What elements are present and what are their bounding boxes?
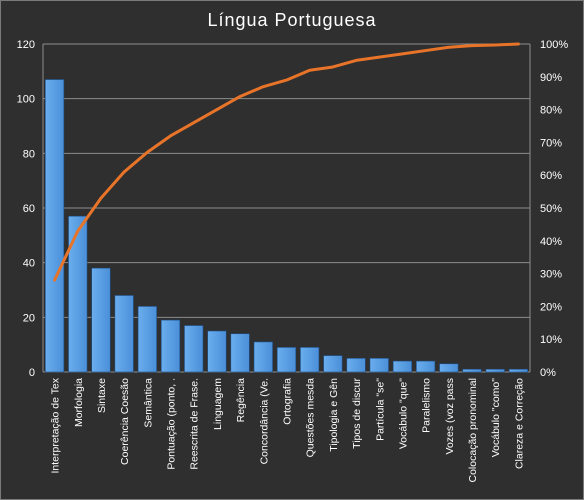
- cumulative-line: [53, 42, 520, 282]
- category-label: Semântica: [142, 378, 154, 428]
- bar: [439, 363, 459, 373]
- bar: [346, 358, 366, 373]
- category-label: Concordância (Ve.: [258, 378, 270, 464]
- bar: [45, 79, 65, 373]
- y-right-tick-label: 20%: [540, 301, 562, 313]
- category-label: Tipos de discur: [351, 378, 363, 449]
- y-left-tick-label: 0: [29, 367, 35, 379]
- y-left-tick-label: 20: [23, 312, 35, 324]
- bar: [160, 319, 181, 373]
- y-right-tick-label: 40%: [540, 236, 562, 248]
- y-left-tick-label: 120: [17, 39, 35, 51]
- y-left-tick-label: 100: [17, 94, 35, 106]
- bar-series: [45, 79, 528, 373]
- bar: [137, 306, 157, 373]
- bar: [230, 333, 250, 373]
- bar: [276, 347, 297, 373]
- y-right-tick-label: 0%: [540, 367, 556, 379]
- category-label: Vocábulo "como": [490, 378, 502, 458]
- bar: [300, 347, 320, 373]
- category-label: Reescrita de Frase.: [189, 378, 201, 470]
- y-left-tick-label: 40: [23, 258, 35, 270]
- bar: [184, 325, 204, 373]
- bar: [392, 360, 413, 373]
- bar: [253, 341, 273, 373]
- category-label: Vocábulo "que": [397, 378, 409, 449]
- category-label: Interpretação de Tex: [50, 377, 62, 473]
- y-right-tick-label: 50%: [540, 203, 562, 215]
- y-right-tick-label: 60%: [540, 170, 562, 182]
- bar: [323, 355, 343, 373]
- category-axis-labels: Interpretação de Tex Morfologia Sintaxe Coe…: [50, 377, 526, 482]
- category-label: Questões mesda: [305, 378, 317, 458]
- category-label: Paralelismo: [421, 378, 433, 433]
- bar: [462, 368, 482, 373]
- category-label: Linguagem: [212, 378, 224, 430]
- bar: [369, 358, 389, 373]
- y-right-tick-label: 90%: [540, 72, 562, 84]
- cumulative-line-series: [53, 42, 520, 282]
- y-left-tick-label: 80: [23, 148, 35, 160]
- bar: [207, 330, 227, 373]
- category-label: Morfologia: [73, 378, 85, 427]
- right-axis-ticks: 0% 10% 20% 30% 40% 50% 60% 70% 80% 90% 100%: [540, 39, 568, 379]
- bar: [416, 360, 436, 373]
- category-label: Vozes (voz pass: [444, 378, 456, 454]
- category-label: Clareza e Correção: [513, 378, 525, 469]
- y-right-tick-label: 10%: [540, 334, 562, 346]
- category-label: Coerência Coesão: [119, 378, 131, 465]
- chart-title: Língua Portuguesa: [207, 10, 376, 30]
- bar: [68, 215, 88, 373]
- left-axis-ticks: 0 20 40 60 80 100 120: [17, 39, 35, 379]
- category-label: Regência: [235, 378, 247, 423]
- category-label: Sintaxe: [96, 378, 108, 413]
- bar: [508, 368, 528, 373]
- y-right-tick-label: 80%: [540, 105, 562, 117]
- bar: [485, 368, 505, 373]
- y-right-tick-label: 30%: [540, 269, 562, 281]
- bar: [114, 295, 134, 373]
- category-label: Partícula "se": [374, 378, 386, 441]
- category-label: Tipologia e Gên: [328, 378, 340, 452]
- category-label: Ortografia: [282, 378, 294, 425]
- category-label: Colocação pronominal: [467, 378, 479, 482]
- y-left-tick-label: 60: [23, 203, 35, 215]
- y-right-tick-label: 100%: [540, 39, 568, 51]
- bar: [91, 267, 111, 373]
- category-label: Pontuação (ponto, .: [166, 378, 178, 470]
- y-right-tick-label: 70%: [540, 137, 562, 149]
